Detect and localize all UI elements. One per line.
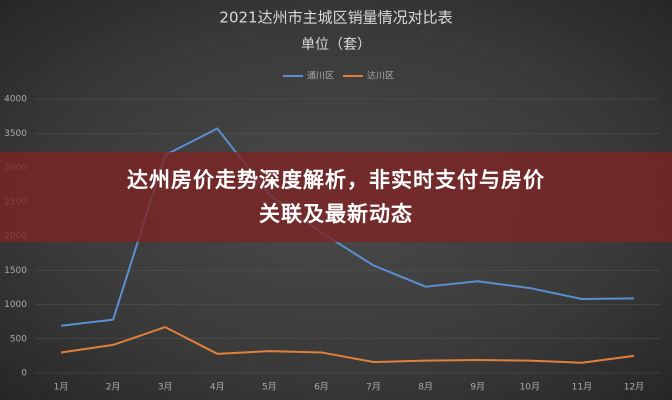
chart-title: 2021达州市主城区销量情况对比表 — [219, 9, 452, 27]
x-tick-label: 2月 — [106, 382, 121, 393]
banner-line: 关联及最新动态 — [259, 202, 413, 226]
line-series — [60, 326, 635, 364]
x-tick-label: 6月 — [314, 382, 329, 393]
x-tick-label: 10月 — [520, 382, 540, 393]
overlay-banner: 达州房价走势深度解析，非实时支付与房价 关联及最新动态 — [0, 152, 672, 242]
x-tick-label: 7月 — [366, 382, 381, 393]
y-tick-label: 3500 — [4, 129, 27, 139]
y-tick-label: 4000 — [4, 95, 27, 105]
x-tick-label: 3月 — [158, 382, 173, 393]
x-tick-label: 4月 — [210, 382, 225, 393]
x-tick-label: 5月 — [262, 382, 277, 393]
x-tick-label: 9月 — [470, 382, 485, 393]
x-tick-label: 11月 — [572, 382, 592, 393]
banner-line: 达州房价走势深度解析，非实时支付与房价 — [127, 168, 545, 192]
legend-label: 通川区 — [307, 71, 334, 82]
x-tick-label: 8月 — [418, 382, 433, 393]
y-tick-label: 500 — [10, 334, 27, 344]
chart-subtitle: 单位（套） — [301, 37, 371, 53]
x-tick-label: 12月 — [624, 382, 644, 393]
legend-label: 达川区 — [367, 70, 394, 82]
x-tick-label: 1月 — [54, 382, 69, 393]
y-tick-label: 1500 — [4, 266, 27, 276]
y-tick-label: 0 — [21, 369, 27, 379]
y-tick-label: 1000 — [4, 300, 27, 310]
